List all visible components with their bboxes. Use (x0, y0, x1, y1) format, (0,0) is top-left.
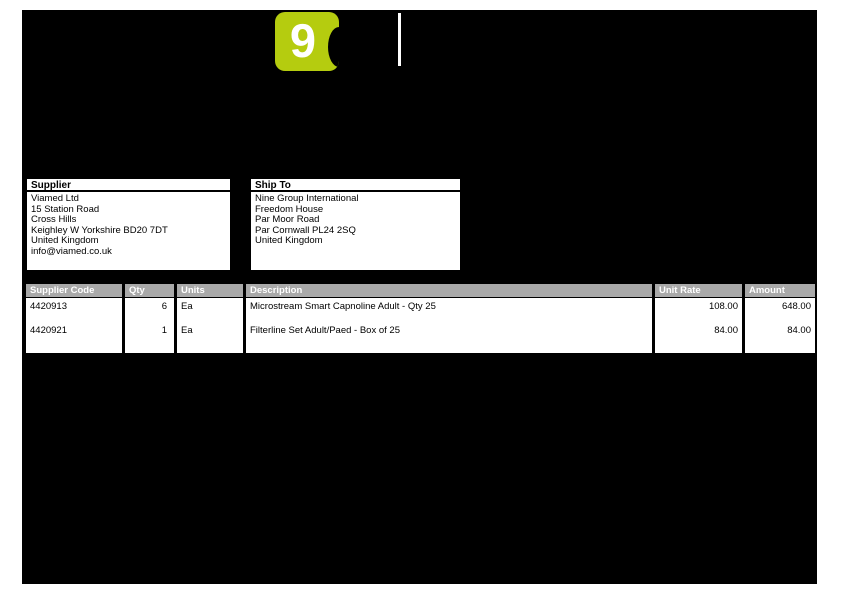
column-header-supplier-code: Supplier Code (26, 284, 122, 297)
supplier-address-line: 15 Station Road (31, 203, 100, 215)
supplier-box: Supplier Viamed Ltd 15 Station Road Cros… (26, 178, 231, 271)
supplier-address: Viamed Ltd 15 Station Road Cross Hills K… (27, 192, 230, 260)
supplier-address-line: United Kingdom (31, 235, 99, 247)
row-qty: 1 (161, 325, 167, 336)
supplier-box-title: Supplier (27, 179, 230, 192)
ship-to-address-line: Par Moor Road (255, 214, 320, 226)
nine-group-logo: 9 (275, 12, 339, 71)
row-units: Ea (181, 301, 193, 312)
ship-to-box-title: Ship To (251, 179, 460, 192)
ship-to-name: Nine Group International (255, 193, 359, 204)
row-supplier-code: 4420913 (30, 301, 67, 312)
row-unit-rate: 108.00 (708, 301, 738, 312)
ship-to-address: Nine Group International Freedom House P… (251, 192, 460, 249)
row-supplier-code: 4420921 (30, 325, 67, 336)
row-qty: 6 (161, 301, 167, 312)
row-description: Filterline Set Adult/Paed - Box of 25 (250, 325, 400, 336)
row-amount: 84.00 (787, 325, 811, 336)
row-amount: 648.00 (781, 301, 811, 312)
supplier-address-line: Cross Hills (31, 214, 77, 226)
column-header-units: Units (177, 284, 243, 297)
table-column-units: Ea Ea (177, 298, 243, 353)
supplier-email: info@viamed.co.uk (31, 245, 112, 257)
row-unit-rate: 84.00 (714, 325, 738, 336)
table-column-amount: 648.00 84.00 (745, 298, 815, 353)
supplier-address-line: Keighley W Yorkshire BD20 7DT (31, 224, 168, 236)
ship-to-address-line: Par Cornwall PL24 2SQ (255, 224, 356, 236)
ship-to-address-line: Freedom House (255, 203, 324, 215)
ship-to-address-line: United Kingdom (255, 235, 323, 247)
logo-notch-shape (328, 27, 339, 67)
table-column-description: Microstream Smart Capnoline Adult - Qty … (246, 298, 652, 353)
row-description: Microstream Smart Capnoline Adult - Qty … (250, 301, 436, 312)
row-units: Ea (181, 325, 193, 336)
column-header-unit-rate: Unit Rate (655, 284, 742, 297)
table-column-qty: 6 1 (125, 298, 174, 353)
supplier-name: Viamed Ltd (31, 193, 79, 204)
column-header-description: Description (246, 284, 652, 297)
purchase-order-page: 9 Supplier Viamed Ltd 15 Station Road Cr… (22, 10, 817, 584)
table-column-supplier-code: 4420913 4420921 (26, 298, 122, 353)
logo-divider-line (398, 13, 401, 66)
ship-to-box: Ship To Nine Group International Freedom… (250, 178, 461, 271)
line-items-table: Supplier Code Qty Units Description Unit… (26, 284, 815, 353)
logo-nine-glyph: 9 (289, 14, 317, 67)
column-header-qty: Qty (125, 284, 174, 297)
table-column-unit-rate: 108.00 84.00 (655, 298, 742, 353)
column-header-amount: Amount (745, 284, 815, 297)
